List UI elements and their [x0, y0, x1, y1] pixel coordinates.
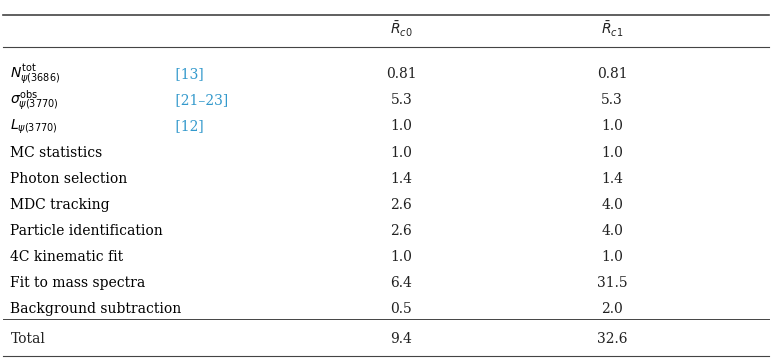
Text: MDC tracking: MDC tracking [11, 198, 110, 212]
Text: 1.0: 1.0 [391, 146, 412, 160]
Text: 31.5: 31.5 [597, 276, 628, 290]
Text: MC statistics: MC statistics [11, 146, 103, 160]
Text: [12]: [12] [171, 119, 204, 134]
Text: 0.5: 0.5 [391, 302, 412, 316]
Text: 1.0: 1.0 [601, 146, 623, 160]
Text: [13]: [13] [171, 67, 204, 81]
Text: 1.4: 1.4 [391, 172, 412, 185]
Text: $\bar{R}_{c1}$: $\bar{R}_{c1}$ [601, 20, 623, 39]
Text: Photon selection: Photon selection [11, 172, 127, 185]
Text: 1.0: 1.0 [391, 119, 412, 134]
Text: 2.6: 2.6 [391, 224, 412, 238]
Text: $\bar{R}_{c0}$: $\bar{R}_{c0}$ [390, 20, 413, 39]
Text: 32.6: 32.6 [597, 332, 628, 346]
Text: 0.81: 0.81 [386, 67, 417, 81]
Text: [21–23]: [21–23] [171, 93, 229, 107]
Text: 9.4: 9.4 [391, 332, 412, 346]
Text: 5.3: 5.3 [391, 93, 412, 107]
Text: 4.0: 4.0 [601, 198, 623, 212]
Text: 4.0: 4.0 [601, 224, 623, 238]
Text: 1.4: 1.4 [601, 172, 623, 185]
Text: Fit to mass spectra: Fit to mass spectra [11, 276, 146, 290]
Text: Particle identification: Particle identification [11, 224, 163, 238]
Text: 1.0: 1.0 [601, 119, 623, 134]
Text: 1.0: 1.0 [391, 250, 412, 264]
Text: 1.0: 1.0 [601, 250, 623, 264]
Text: 0.81: 0.81 [597, 67, 628, 81]
Text: $L_{\psi(3770)}$: $L_{\psi(3770)}$ [11, 117, 58, 136]
Text: Total: Total [11, 332, 46, 346]
Text: 6.4: 6.4 [391, 276, 412, 290]
Text: 5.3: 5.3 [601, 93, 623, 107]
Text: 2.0: 2.0 [601, 302, 623, 316]
Text: Background subtraction: Background subtraction [11, 302, 181, 316]
Text: $\sigma^{\mathrm{obs}}_{\psi(3770)}$: $\sigma^{\mathrm{obs}}_{\psi(3770)}$ [11, 89, 59, 112]
Text: 2.6: 2.6 [391, 198, 412, 212]
Text: 4C kinematic fit: 4C kinematic fit [11, 250, 124, 264]
Text: $N^{\mathrm{tot}}_{\psi(3686)}$: $N^{\mathrm{tot}}_{\psi(3686)}$ [11, 62, 61, 86]
